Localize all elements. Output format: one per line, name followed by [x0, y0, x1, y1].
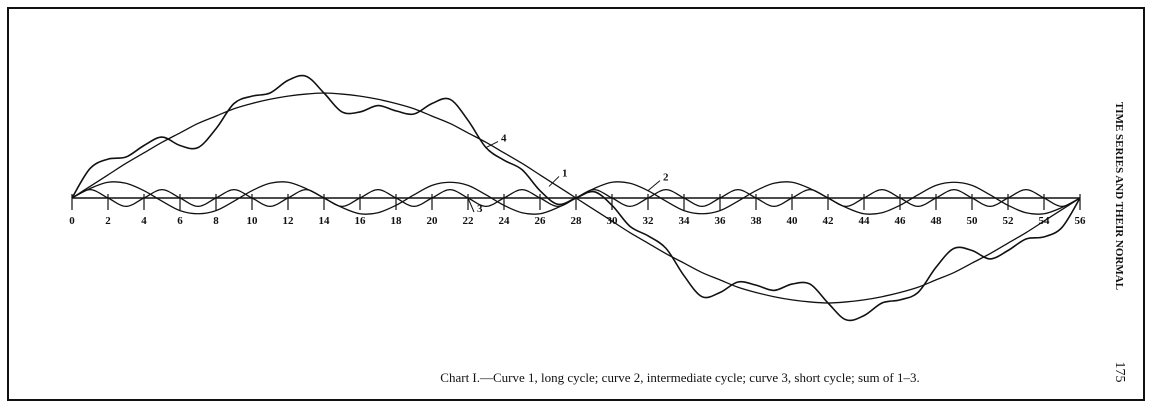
x-tick-label: 2	[105, 215, 111, 227]
curve-label-leader	[467, 197, 475, 213]
page-number: 175	[1112, 362, 1127, 383]
x-tick-label: 20	[427, 215, 439, 227]
x-tick-label: 28	[571, 215, 583, 227]
x-tick-label: 34	[679, 215, 691, 227]
caption: Chart I.—Curve 1, long cycle; curve 2, i…	[440, 370, 919, 385]
x-tick-label: 26	[535, 215, 547, 227]
curve-label: 4	[501, 133, 507, 145]
curve	[71, 74, 1081, 322]
x-tick-label: 0	[69, 215, 75, 227]
x-tick-label: 10	[247, 215, 259, 227]
x-tick-label: 4	[141, 215, 147, 227]
x-tick-label: 18	[391, 215, 403, 227]
x-tick-label: 24	[499, 215, 511, 227]
x-tick-label: 14	[319, 215, 331, 227]
x-tick-label: 12	[283, 215, 295, 227]
x-tick-label: 46	[895, 215, 907, 227]
x-tick-label: 40	[787, 215, 799, 227]
x-tick-label: 22	[463, 215, 475, 227]
side-text: TIME SERIES AND THEIR NORMAL	[1113, 102, 1125, 290]
x-tick-label: 38	[751, 215, 763, 227]
x-tick-label: 32	[643, 215, 655, 227]
x-tick-label: 6	[177, 215, 183, 227]
x-tick-label: 16	[355, 215, 367, 227]
curve-label-leader	[647, 180, 661, 192]
x-tick-label: 44	[859, 215, 871, 227]
x-tick-label: 50	[967, 215, 979, 227]
x-tick-label: 8	[213, 215, 219, 227]
x-tick-label: 36	[715, 215, 727, 227]
curve-label: 2	[663, 172, 669, 184]
curve-label-leader	[485, 141, 499, 149]
x-tick-label: 42	[823, 215, 835, 227]
x-tick-label: 48	[931, 215, 943, 227]
curve-label: 1	[562, 167, 568, 179]
x-tick-label: 52	[1003, 215, 1015, 227]
x-tick-label: 56	[1075, 215, 1087, 227]
curve-label: 3	[477, 203, 483, 215]
curve-label-leader	[548, 176, 560, 187]
